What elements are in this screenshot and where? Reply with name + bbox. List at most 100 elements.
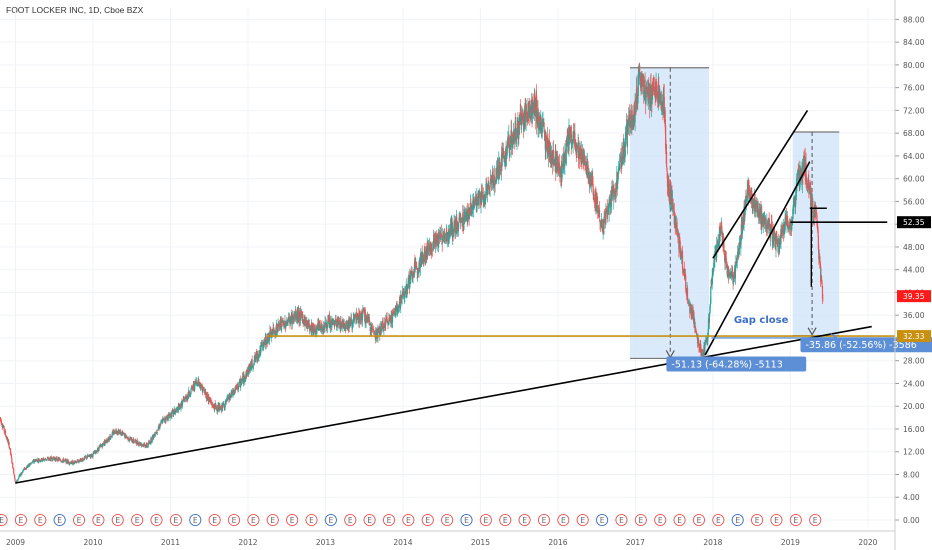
candle-body: [810, 194, 813, 197]
candle-body: [210, 400, 212, 402]
candle-body: [391, 312, 394, 323]
candle-body: [291, 316, 293, 325]
candle-body: [87, 455, 90, 457]
earnings-marker-circle: [712, 513, 725, 527]
earnings-marker-label: E: [735, 516, 740, 525]
y-tick-label: 36.00: [903, 311, 925, 320]
earnings-marker-label: E: [522, 516, 527, 525]
candle-body: [768, 219, 770, 221]
candle-body: [603, 216, 605, 230]
candle-body: [13, 473, 15, 476]
candle-body: [252, 365, 254, 368]
candle-body: [106, 439, 109, 443]
candle-body: [9, 448, 12, 454]
candle-body: [566, 138, 568, 143]
candle-body: [201, 385, 204, 393]
candle-body: [69, 462, 71, 465]
candle-body: [610, 190, 612, 207]
candle-body: [226, 397, 228, 402]
candle-body: [630, 115, 632, 128]
candle-body: [431, 248, 433, 250]
candle-body: [615, 190, 617, 193]
earnings-marker-label: E: [96, 516, 101, 525]
candle-body: [686, 288, 689, 300]
candle-body: [720, 229, 722, 235]
earnings-marker-circle: [266, 513, 279, 527]
candle-body: [595, 205, 597, 207]
candle-body: [787, 223, 789, 225]
candle-body: [353, 317, 355, 320]
candle-body: [512, 138, 514, 149]
candle-body: [779, 239, 781, 248]
candle-body: [519, 121, 521, 125]
candle-body: [108, 438, 110, 440]
candle-body: [241, 380, 243, 384]
candle-body: [114, 431, 116, 434]
candle-body: [463, 217, 465, 222]
candle-body: [235, 386, 237, 391]
candle-body: [167, 414, 169, 420]
candle-body: [468, 208, 470, 215]
candle-body: [92, 453, 94, 457]
candle-body: [374, 330, 376, 338]
candle-body: [625, 131, 627, 134]
candle-body: [171, 410, 173, 417]
candle-body: [466, 209, 468, 223]
candle-body: [802, 161, 804, 177]
candle-body: [448, 232, 450, 241]
candle-body: [375, 333, 377, 342]
candle-body: [597, 205, 599, 213]
candle-body: [441, 239, 443, 241]
candle-body: [716, 242, 718, 244]
candle-body: [246, 369, 249, 371]
candle-body: [427, 243, 429, 254]
candle-body: [146, 443, 148, 447]
candle-body: [275, 325, 277, 336]
candle-body: [672, 210, 674, 213]
candle-body: [815, 211, 818, 215]
candle-body: [128, 439, 131, 441]
candle-body: [418, 262, 420, 273]
candle-body: [47, 458, 49, 460]
candle-body: [349, 321, 351, 326]
x-tick-label: 2011: [161, 538, 180, 547]
candle-body: [613, 188, 615, 192]
candle-body: [808, 179, 810, 190]
x-tick-label: 2014: [393, 538, 412, 547]
candle-body: [133, 441, 136, 443]
candle-body: [70, 463, 72, 465]
candle-body: [329, 316, 331, 321]
earnings-marker-label: E: [658, 516, 663, 525]
candle-body: [671, 191, 673, 204]
candle-body: [775, 234, 778, 237]
candle-body: [110, 436, 112, 439]
y-tick-label: 8.00: [903, 470, 920, 479]
candle-body: [488, 187, 490, 190]
candle-body: [717, 240, 719, 246]
trend-lines: [15, 109, 895, 484]
candle-body: [358, 311, 360, 318]
candle-body: [35, 460, 37, 462]
candle-body: [794, 196, 797, 207]
candle-body: [302, 314, 304, 319]
candle-body: [502, 148, 504, 156]
trendline-channel-low: [704, 161, 811, 356]
candle-body: [694, 321, 696, 329]
candle-body: [193, 383, 195, 388]
candle-body: [463, 223, 465, 226]
price-tag-box: [897, 330, 931, 343]
candle-body: [721, 231, 723, 237]
candle-body: [809, 185, 811, 190]
candle-body: [70, 462, 72, 464]
candle-body: [323, 324, 325, 332]
candle-body: [215, 404, 217, 410]
candle-body: [541, 121, 543, 138]
candle-body: [179, 404, 181, 410]
candle-body: [674, 215, 676, 229]
earnings-marker-label: E: [0, 516, 4, 525]
candle-body: [731, 272, 733, 273]
candle-body: [165, 417, 168, 418]
earnings-marker-label: E: [580, 516, 585, 525]
candle-body: [810, 189, 812, 207]
